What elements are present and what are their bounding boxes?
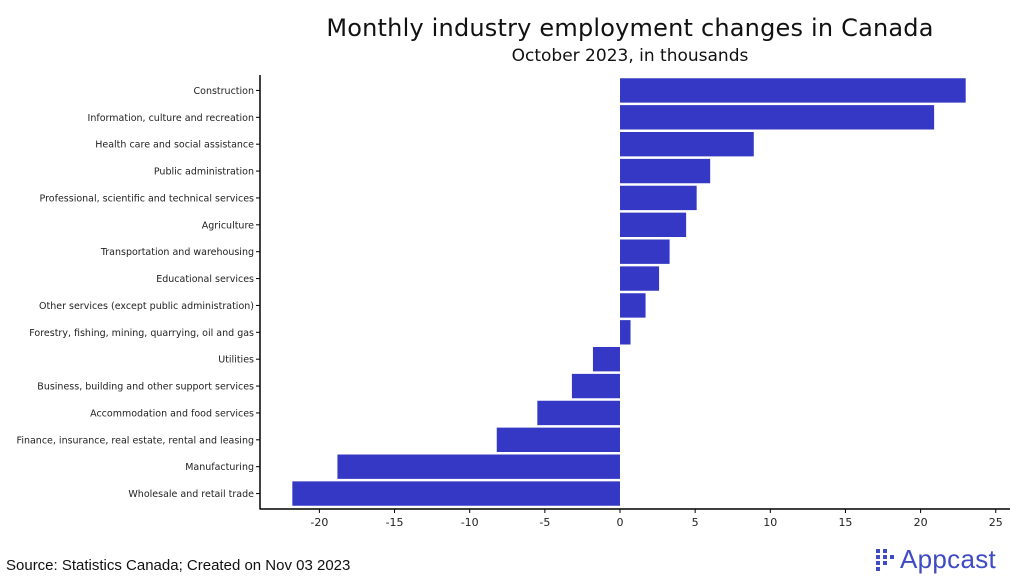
bar [496,427,620,452]
x-tick-label: -5 [539,516,550,529]
x-tick-label: 5 [692,516,699,529]
chart-subtitle: October 2023, in thousands [511,46,749,66]
bar [337,454,620,479]
category-label: Business, building and other support ser… [37,382,254,393]
category-label: Information, culture and recreation [88,113,254,124]
category-label: Professional, scientific and technical s… [40,193,255,204]
brand-name: Appcast [900,544,997,574]
category-label: Transportation and warehousing [100,247,254,258]
category-label: Educational services [156,274,254,285]
category-label: Health care and social assistance [95,140,254,151]
category-label: Construction [194,86,255,97]
bar [620,293,646,318]
x-tick-label: -10 [461,516,479,529]
x-tick-label: 20 [914,516,928,529]
source-note: Source: Statistics Canada; Created on No… [6,557,351,574]
bar [292,481,620,506]
bar [620,212,687,237]
category-label: Forestry, fishing, mining, quarrying, oi… [29,328,254,339]
x-tick-label: 15 [838,516,852,529]
chart-title: Monthly industry employment changes in C… [326,14,934,42]
bar [620,78,966,103]
x-tick-label: -15 [386,516,404,529]
bar [537,400,620,426]
x-tick-label: 0 [617,516,624,529]
bar [620,266,660,291]
x-tick-label: 25 [989,516,1003,529]
bar [620,158,711,184]
bar [620,105,935,130]
brand-logo: Appcast [876,544,996,575]
appcast-dots-icon [876,548,894,571]
bar [592,347,620,372]
x-tick-label: -20 [310,516,328,529]
category-label: Finance, insurance, real estate, rental … [17,435,254,446]
category-label: Public administration [154,167,254,178]
category-label: Manufacturing [185,462,254,473]
bar [620,132,754,157]
category-label: Accommodation and food services [90,408,254,419]
category-label: Wholesale and retail trade [128,489,254,500]
bar [620,185,697,211]
x-tick-label: 10 [763,516,777,529]
category-label: Utilities [218,355,254,366]
category-label: Other services (except public administra… [39,301,254,312]
category-label: Agriculture [202,220,254,231]
bar [620,320,631,345]
bar [571,373,620,399]
bar [620,239,670,264]
